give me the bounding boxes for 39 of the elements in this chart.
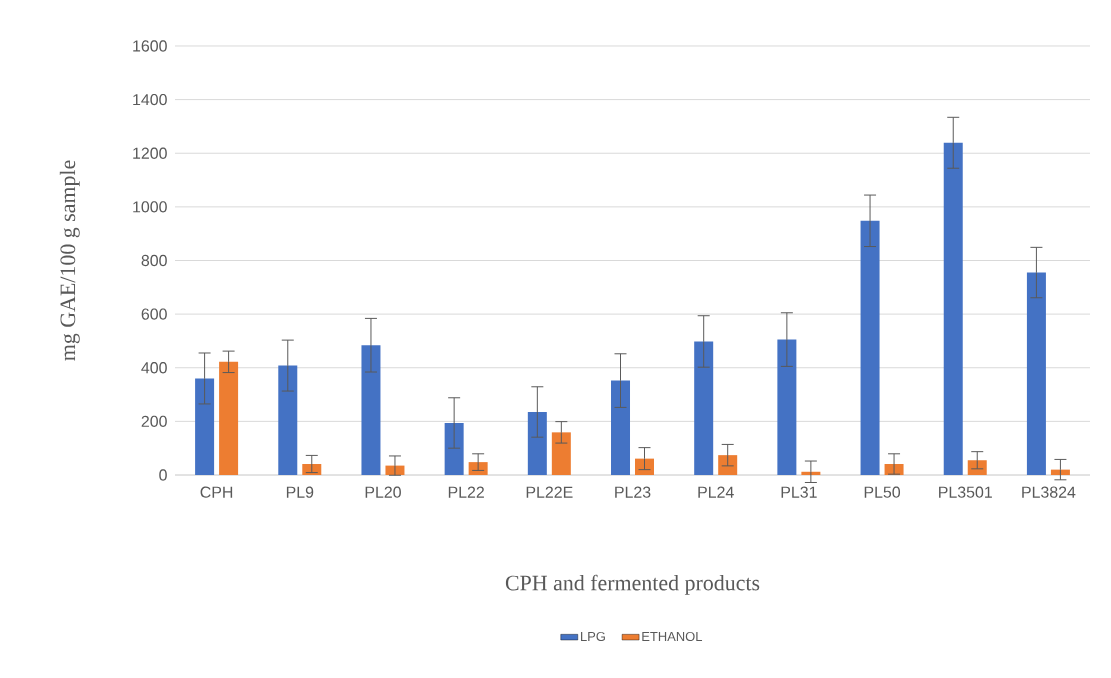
x-tick-label: CPH — [200, 486, 233, 498]
x-tick-label: PL31 — [781, 486, 817, 498]
legend-label: ETHANOL — [642, 631, 703, 642]
bar — [361, 345, 381, 475]
bar — [1026, 272, 1046, 475]
y-tick-label: 200 — [141, 415, 167, 427]
y-tick-label: 1600 — [133, 40, 167, 52]
y-axis-title: mg GAE/100 g sample — [59, 160, 80, 361]
bar — [444, 422, 464, 475]
legend-label: LPG — [581, 631, 605, 642]
x-tick-label: PL23 — [615, 486, 651, 498]
bar — [777, 339, 797, 475]
x-tick-label: PL50 — [864, 486, 901, 498]
x-tick-label: PL9 — [286, 486, 314, 498]
bar — [943, 142, 963, 475]
y-tick-label: 400 — [141, 362, 167, 374]
x-axis-title: CPH and fermented products — [505, 574, 760, 595]
bar — [551, 432, 571, 475]
x-tick-label: PL22 — [448, 486, 484, 498]
x-tick-label: PL24 — [698, 486, 734, 498]
y-tick-label: 800 — [141, 254, 167, 267]
x-tick-label: PL3824 — [1022, 486, 1076, 498]
y-tick-label: 600 — [141, 308, 167, 320]
y-tick-label: 1000 — [133, 201, 167, 213]
bar — [278, 365, 298, 475]
bar — [219, 361, 239, 475]
x-tick-label: PL22E — [526, 486, 573, 498]
y-tick-label: 1200 — [133, 147, 167, 159]
bar — [195, 378, 215, 475]
bar — [611, 380, 631, 475]
bar — [302, 463, 322, 475]
bar — [967, 460, 987, 475]
y-tick-label: 1400 — [133, 93, 167, 106]
x-tick-label: PL3501 — [939, 486, 992, 498]
bar — [527, 411, 547, 475]
y-tick-label: 0 — [159, 469, 167, 481]
bar — [694, 341, 714, 475]
x-tick-label: PL20 — [365, 486, 401, 498]
bar — [860, 220, 880, 475]
